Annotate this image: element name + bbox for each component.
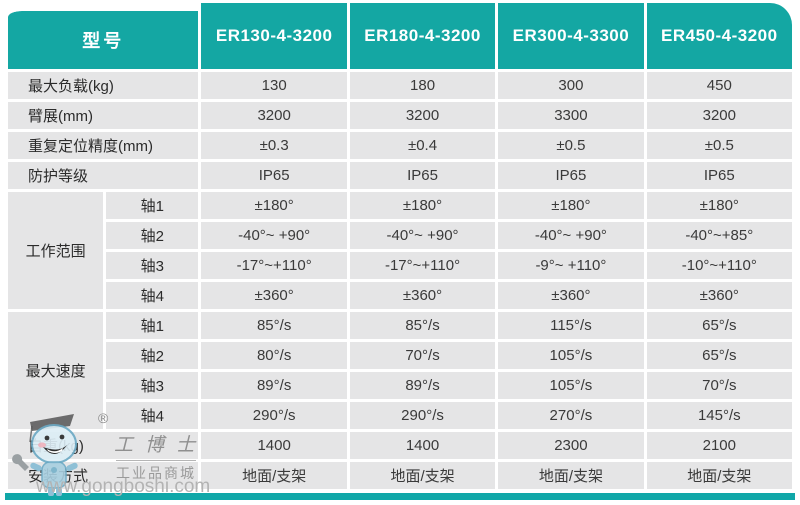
header-model-er300: ER300-4-3300 [498, 3, 644, 69]
cell-wr-axis4-4: ±360° [646, 282, 792, 309]
row-protection: 防护等级 IP65 IP65 IP65 IP65 [8, 162, 792, 189]
row-label-protection: 防护等级 [8, 162, 199, 189]
header-row: 型号 ER130-4-3200 ER180-4-3200 ER300-4-330… [8, 3, 792, 69]
header-model-er130: ER130-4-3200 [201, 3, 347, 69]
cell-wr-axis1-2: ±180° [349, 192, 496, 219]
row-max-speed-axis1: 最大速度 轴1 85°/s 85°/s 115°/s 65°/s [8, 312, 792, 429]
cell-wr-axis4-1: ±360° [201, 282, 347, 309]
cell-ms-axis3-3: 105°/s [498, 372, 644, 399]
cell-ms-axis3-4: 70°/s [646, 372, 792, 399]
row-payload: 最大负载(kg) 130 180 300 450 [8, 72, 792, 99]
cell-wr-axis3-1: -17°~+110° [201, 252, 347, 279]
axis-label-wr-3: 轴3 [106, 252, 199, 279]
cell-wr-axis3-2: -17°~+110° [349, 252, 496, 279]
row-weight: 自重(kg) 1400 1400 2300 2100 [8, 432, 792, 459]
cell-wr-axis3-3: -9°~ +110° [498, 252, 644, 279]
cell-wr-axis2-2: -40°~ +90° [349, 222, 496, 249]
cell-mounting-3: 地面/支架 [498, 462, 644, 489]
group-label-work-range: 工作范围 [8, 192, 104, 309]
axis-label-ms-1: 轴1 [106, 312, 199, 339]
cell-weight-4: 2100 [646, 432, 792, 459]
cell-ms-axis1-1: 85°/s [201, 312, 347, 339]
cell-protection-3: IP65 [498, 162, 644, 189]
cell-mounting-1: 地面/支架 [201, 462, 347, 489]
row-label-arm-span: 臂展(mm) [8, 102, 199, 129]
cell-wr-axis4-2: ±360° [349, 282, 496, 309]
cell-protection-4: IP65 [646, 162, 792, 189]
axis-label-wr-2: 轴2 [106, 222, 199, 249]
cell-ms-axis4-2: 290°/s [349, 402, 496, 429]
row-label-payload: 最大负载(kg) [8, 72, 199, 99]
cell-mounting-4: 地面/支架 [646, 462, 792, 489]
row-repeatability: 重复定位精度(mm) ±0.3 ±0.4 ±0.5 ±0.5 [8, 132, 792, 159]
cell-mounting-2: 地面/支架 [349, 462, 496, 489]
cell-ms-axis4-4: 145°/s [646, 402, 792, 429]
row-label-mounting: 安装方式 [8, 462, 199, 489]
cell-wr-axis2-3: -40°~ +90° [498, 222, 644, 249]
row-label-weight: 自重(kg) [8, 432, 199, 459]
cell-weight-1: 1400 [201, 432, 347, 459]
header-model-col-label: 型号 [8, 3, 199, 69]
cell-weight-3: 2300 [498, 432, 644, 459]
cell-wr-axis3-4: -10°~+110° [646, 252, 792, 279]
row-max-speed-axis4: 轴4 290°/s 290°/s 270°/s 145°/s [8, 402, 792, 429]
cell-repeatability-3: ±0.5 [498, 132, 644, 159]
row-max-speed-axis2: 轴2 80°/s 70°/s 105°/s 65°/s [8, 342, 792, 369]
cell-ms-axis2-1: 80°/s [201, 342, 347, 369]
cell-ms-axis2-2: 70°/s [349, 342, 496, 369]
cell-ms-axis4-3: 270°/s [498, 402, 644, 429]
axis-label-ms-4: 轴4 [106, 402, 199, 429]
cell-payload-2: 180 [349, 72, 496, 99]
cell-ms-axis1-4: 65°/s [646, 312, 792, 339]
cell-repeatability-4: ±0.5 [646, 132, 792, 159]
row-max-speed-axis3: 轴3 89°/s 89°/s 105°/s 70°/s [8, 372, 792, 399]
cell-protection-2: IP65 [349, 162, 496, 189]
row-arm-span: 臂展(mm) 3200 3200 3300 3200 [8, 102, 792, 129]
cell-ms-axis2-4: 65°/s [646, 342, 792, 369]
cell-ms-axis2-3: 105°/s [498, 342, 644, 369]
cell-arm-span-4: 3200 [646, 102, 792, 129]
row-work-range-axis2: 轴2 -40°~ +90° -40°~ +90° -40°~ +90° -40°… [8, 222, 792, 249]
axis-label-wr-4: 轴4 [106, 282, 199, 309]
cell-weight-2: 1400 [349, 432, 496, 459]
axis-label-ms-2: 轴2 [106, 342, 199, 369]
cell-ms-axis1-2: 85°/s [349, 312, 496, 339]
group-label-max-speed: 最大速度 [8, 312, 104, 429]
cell-wr-axis4-3: ±360° [498, 282, 644, 309]
axis-label-wr-1: 轴1 [106, 192, 199, 219]
cell-payload-1: 130 [201, 72, 347, 99]
cell-ms-axis3-1: 89°/s [201, 372, 347, 399]
cell-arm-span-1: 3200 [201, 102, 347, 129]
row-work-range-axis1: 工作范围 轴1 ±180° ±180° ±180° ±180° [8, 192, 792, 309]
cell-arm-span-2: 3200 [349, 102, 496, 129]
cell-ms-axis3-2: 89°/s [349, 372, 496, 399]
header-model-er450: ER450-4-3200 [646, 3, 792, 69]
cell-ms-axis1-3: 115°/s [498, 312, 644, 339]
cell-repeatability-1: ±0.3 [201, 132, 347, 159]
cell-payload-4: 450 [646, 72, 792, 99]
row-work-range-axis3: 轴3 -17°~+110° -17°~+110° -9°~ +110° -10°… [8, 252, 792, 279]
cell-repeatability-2: ±0.4 [349, 132, 496, 159]
cell-wr-axis1-1: ±180° [201, 192, 347, 219]
cell-wr-axis2-4: -40°~+85° [646, 222, 792, 249]
row-label-repeatability: 重复定位精度(mm) [8, 132, 199, 159]
cell-wr-axis2-1: -40°~ +90° [201, 222, 347, 249]
cell-protection-1: IP65 [201, 162, 347, 189]
bottom-accent-bar [5, 493, 795, 500]
header-model-er180: ER180-4-3200 [349, 3, 496, 69]
row-mounting: 安装方式 地面/支架 地面/支架 地面/支架 地面/支架 [8, 462, 792, 489]
cell-arm-span-3: 3300 [498, 102, 644, 129]
cell-wr-axis1-4: ±180° [646, 192, 792, 219]
robot-spec-table: 型号 ER130-4-3200 ER180-4-3200 ER300-4-330… [5, 0, 795, 492]
cell-wr-axis1-3: ±180° [498, 192, 644, 219]
cell-ms-axis4-1: 290°/s [201, 402, 347, 429]
cell-payload-3: 300 [498, 72, 644, 99]
row-work-range-axis4: 轴4 ±360° ±360° ±360° ±360° [8, 282, 792, 309]
axis-label-ms-3: 轴3 [106, 372, 199, 399]
